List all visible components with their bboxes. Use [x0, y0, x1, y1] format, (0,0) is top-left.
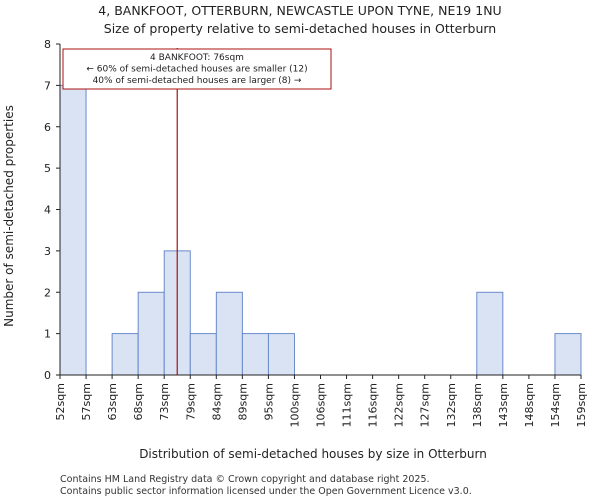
x-tick-label: 84sqm — [210, 383, 223, 420]
y-axis-ticks: 0 1 2 3 4 5 6 7 8 — [44, 38, 60, 382]
bar-84sqm — [215, 291, 243, 376]
x-tick-label: 127sqm — [419, 383, 432, 427]
chart-subtitle: Size of property relative to semi-detach… — [104, 21, 496, 36]
bar-89sqm — [241, 333, 269, 376]
x-axis-ticks: 52sqm 57sqm 63sqm 68sqm 73sqm 79sqm 84sqm 89sqm… — [54, 375, 588, 427]
x-tick-label: 57sqm — [80, 383, 93, 420]
x-tick-label: 106sqm — [315, 383, 328, 427]
annotation-line-1: 4 BANKFOOT: 76sqm — [150, 53, 244, 63]
x-tick-label: 122sqm — [393, 383, 406, 427]
y-tick-label: 1 — [44, 328, 51, 341]
bars — [59, 84, 582, 376]
bar-68sqm — [137, 291, 165, 376]
x-tick-label: 79sqm — [184, 383, 197, 420]
x-tick-label: 138sqm — [471, 383, 484, 427]
y-axis-label: Number of semi-detached properties — [2, 105, 16, 327]
chart-title: 4, BANKFOOT, OTTERBURN, NEWCASTLE UPON T… — [98, 3, 501, 18]
x-tick-label: 116sqm — [367, 383, 380, 427]
x-tick-label: 154sqm — [549, 383, 562, 427]
annotation-frame — [62, 48, 332, 90]
y-tick-label: 2 — [44, 286, 51, 299]
annotation-line-3: 40% of semi-detached houses are larger (… — [93, 76, 302, 86]
bar-79sqm — [189, 333, 217, 376]
x-tick-label: 89sqm — [236, 383, 249, 420]
y-tick-label: 0 — [44, 369, 51, 382]
y-tick-label: 7 — [44, 79, 51, 92]
x-tick-label: 68sqm — [132, 383, 145, 420]
x-tick-label: 111sqm — [341, 383, 354, 427]
y-tick-label: 4 — [44, 204, 51, 217]
x-tick-label: 52sqm — [54, 383, 67, 420]
x-tick-label: 100sqm — [288, 383, 301, 427]
bar-95sqm — [267, 333, 295, 376]
y-tick-label: 8 — [44, 38, 51, 51]
x-tick-label: 148sqm — [523, 383, 536, 427]
x-tick-label: 95sqm — [262, 383, 275, 420]
y-tick-label: 6 — [44, 121, 51, 134]
x-tick-label: 132sqm — [445, 383, 458, 427]
bar-52sqm — [59, 84, 87, 376]
x-tick-label: 63sqm — [106, 383, 119, 420]
x-tick-label: 159sqm — [575, 383, 588, 427]
footer-line-1: Contains HM Land Registry data © Crown c… — [60, 474, 430, 485]
footer-line-2: Contains public sector information licen… — [60, 486, 472, 497]
y-tick-label: 3 — [44, 245, 51, 258]
annotation-line-2: ← 60% of semi-detached houses are smalle… — [86, 65, 307, 75]
x-tick-label: 73sqm — [158, 383, 171, 420]
x-tick-label: 143sqm — [497, 383, 510, 427]
y-tick-label: 5 — [44, 162, 51, 175]
x-axis-label: Distribution of semi-detached houses by … — [139, 447, 487, 461]
bar-154sqm — [554, 333, 582, 376]
bar-63sqm — [111, 333, 139, 376]
annotation-box: 4 BANKFOOT: 76sqm ← 60% of semi-detached… — [62, 48, 332, 90]
bar-138sqm — [476, 291, 504, 376]
